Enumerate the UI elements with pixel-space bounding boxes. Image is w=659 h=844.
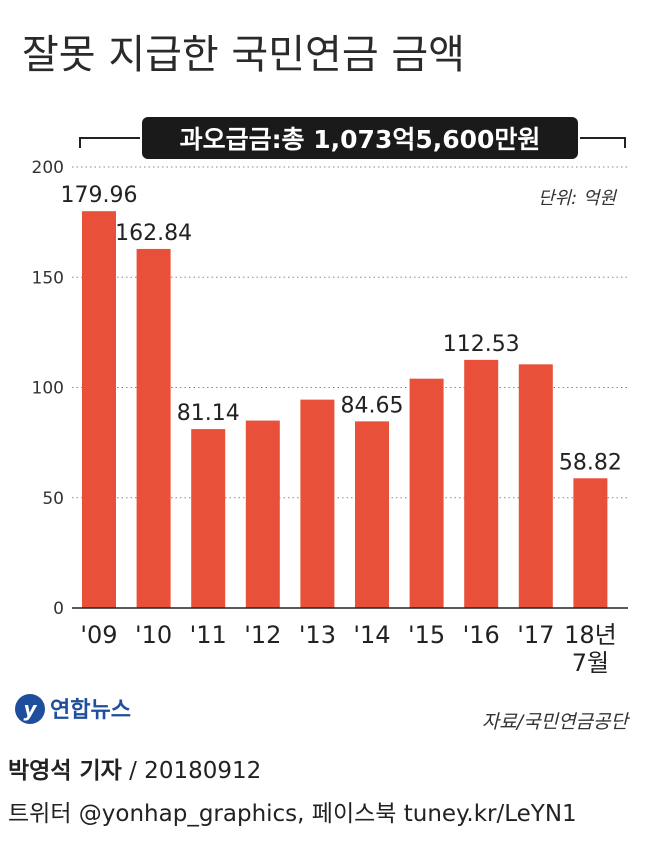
data-label: 162.84 <box>115 221 192 246</box>
badge-bracket-right <box>580 137 626 148</box>
chart-title: 잘못 지급한 국민연금 금액 <box>22 32 465 78</box>
badge-background <box>142 117 578 159</box>
x-tick-label: '16 <box>463 621 500 649</box>
bar <box>300 399 335 608</box>
x-tick-label: '12 <box>244 621 281 649</box>
logo-emblem-icon <box>15 694 45 724</box>
badge-bracket-left <box>79 137 140 148</box>
y-axis-ticks: 0 50 100 150 200 <box>32 158 64 619</box>
bars <box>82 211 608 608</box>
bar <box>355 421 389 608</box>
data-label: 84.65 <box>341 393 404 418</box>
x-tick-label: '15 <box>408 621 445 649</box>
logo-text: 연합뉴스 <box>50 697 131 723</box>
y-tick-label: 200 <box>32 158 64 178</box>
x-tick-label: '13 <box>299 621 336 649</box>
bar <box>136 248 171 608</box>
bar <box>82 211 116 608</box>
bar <box>245 420 280 608</box>
author-name: 박영석 기자 <box>8 758 122 784</box>
x-tick-label: '14 <box>353 621 390 649</box>
bar <box>464 359 499 608</box>
x-tick-label: 18년 <box>564 621 617 649</box>
y-tick-label: 50 <box>42 489 64 509</box>
y-tick-label: 100 <box>32 379 64 399</box>
yonhap-logo: y 연합뉴스 <box>15 694 131 724</box>
data-label: 179.96 <box>61 183 138 208</box>
x-tick-label: 7월 <box>572 649 609 677</box>
source-label: 자료/국민연금공단 <box>482 711 631 733</box>
data-label: 112.53 <box>443 332 520 357</box>
badge-text: 과오급금:총 1,073억5,600만원 <box>180 125 541 154</box>
y-tick-label: 0 <box>53 599 64 619</box>
bar <box>573 478 608 608</box>
chart-figure: 잘못 지급한 국민연금 금액 과오급금:총 1,073억5,600만원 단위: … <box>15 32 631 733</box>
social-links: 트위터 @yonhap_graphics, 페이스북 tuney.kr/LeYN… <box>8 801 577 827</box>
bar <box>518 364 553 608</box>
credit-line: 박영석 기자 / 20180912 <box>8 751 261 785</box>
x-tick-label: '11 <box>190 621 227 649</box>
credit-date: / 20180912 <box>129 758 262 784</box>
unit-label: 단위: 억원 <box>538 188 617 209</box>
data-label: 58.82 <box>559 450 622 475</box>
total-badge: 과오급금:총 1,073억5,600만원 <box>79 117 626 159</box>
data-labels: 179.96 162.84 81.14 84.65 112.53 58.82 <box>61 183 622 475</box>
x-tick-label: '10 <box>135 621 172 649</box>
y-tick-label: 150 <box>32 268 64 288</box>
x-tick-label: '17 <box>517 621 554 649</box>
bar <box>191 429 226 608</box>
data-label: 81.14 <box>177 401 240 426</box>
logo-emblem-mark: y <box>23 697 37 721</box>
bar <box>409 378 444 608</box>
x-tick-label: '09 <box>80 621 117 649</box>
